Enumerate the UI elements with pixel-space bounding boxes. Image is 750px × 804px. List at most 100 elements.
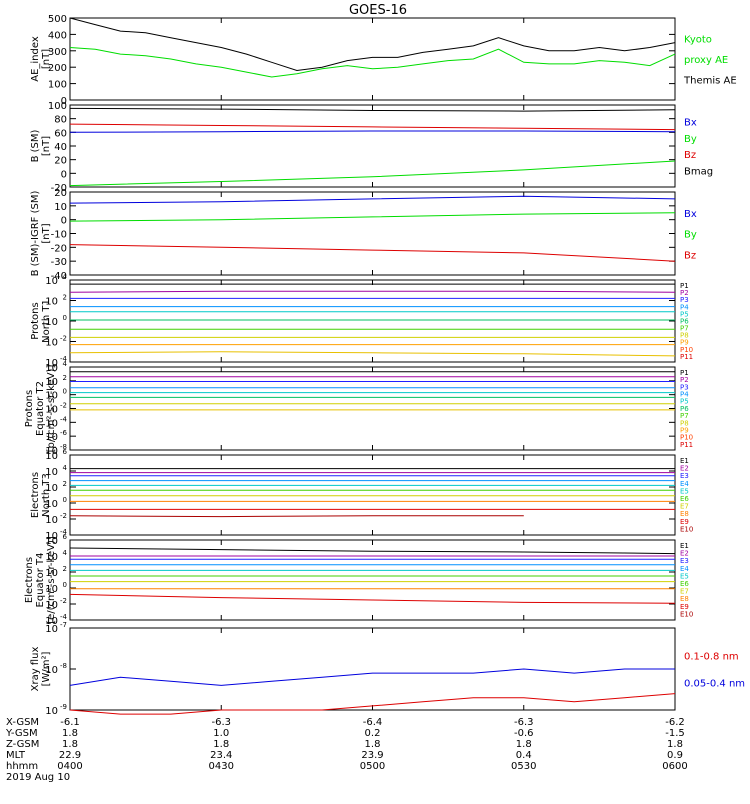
legend-entry: P7: [680, 325, 689, 333]
y-axis-label: North T3: [41, 473, 52, 517]
y-tick-label: 10: [45, 338, 58, 349]
y-tick-exponent: -2: [60, 597, 67, 605]
x-axis-row-value: -6.4: [363, 717, 383, 728]
series-line-e1: [69, 547, 676, 555]
legend-entry: E4: [680, 480, 689, 488]
x-axis-row-value: -6.1: [60, 717, 80, 728]
legend-entry: E9: [680, 518, 689, 526]
legend-entry: P11: [680, 441, 693, 449]
legend-entry: P5: [680, 398, 689, 406]
x-axis-row-label: hhmm: [6, 761, 38, 772]
legend-entry: Bz: [684, 150, 696, 161]
legend-entry: Kyoto: [684, 35, 712, 46]
y-tick-label: 10: [45, 499, 58, 510]
y-tick-label: 10: [45, 405, 58, 416]
legend-entry: P11: [680, 353, 693, 361]
y-tick-exponent: 2: [63, 374, 67, 382]
legend-entry: P3: [680, 296, 689, 304]
y-tick-label: -20: [51, 243, 67, 254]
y-axis-label: B (SM): [30, 129, 41, 162]
legend-entry: E3: [680, 557, 689, 565]
legend-entry: P10: [680, 346, 693, 354]
y-tick-exponent: -4: [60, 528, 68, 536]
legend-entry: E2: [680, 465, 689, 473]
series-line-by: [69, 212, 676, 222]
legend-entry: 0.05-0.4 nm: [684, 679, 745, 690]
y-tick-label: -10: [51, 230, 67, 241]
y-tick-label: 10: [45, 706, 58, 717]
x-axis-row-value: 0.4: [516, 750, 532, 761]
y-tick-label: 10: [45, 568, 58, 579]
panel-2: [69, 104, 676, 188]
y-axis-label: AE_index: [30, 36, 41, 82]
x-axis-row-value: 23.9: [361, 750, 383, 761]
chart-title: GOES-16: [349, 3, 407, 18]
panel-frame: [69, 17, 676, 101]
panel-frame: [69, 366, 676, 451]
legend-entry: E9: [680, 603, 689, 611]
y-tick-label: 10: [45, 446, 58, 457]
legend-entry: P6: [680, 405, 689, 413]
x-axis-row-value: 1.8: [62, 728, 78, 739]
series-line-bmag: [69, 107, 676, 112]
panel-7: [69, 539, 676, 621]
x-axis-row-value: 1.8: [516, 739, 532, 750]
y-tick-label: 10: [45, 531, 58, 542]
y-tick-label: 300: [48, 47, 67, 58]
y-tick-label: 10: [54, 202, 67, 213]
legend-entry: P6: [680, 317, 689, 325]
series-line-by: [69, 160, 676, 187]
y-axis-label: [e/(cm²-s-sr-keV)]: [46, 536, 57, 624]
legend-entry: P4: [680, 391, 689, 399]
y-tick-exponent: -9: [60, 703, 67, 711]
series-line-e10: [69, 515, 524, 518]
x-axis-row-value: 0.2: [365, 728, 381, 739]
y-axis-label: North T1: [41, 299, 52, 343]
y-tick-exponent: 4: [63, 360, 68, 368]
x-axis-row-value: 1.0: [213, 728, 229, 739]
x-axis-row-value: -6.2: [665, 717, 685, 728]
series-line-bz: [69, 244, 676, 262]
y-axis-label: Protons: [30, 302, 41, 339]
panel-4: [69, 279, 676, 363]
y-axis-label: [nT]: [41, 136, 52, 156]
panel-frame: [69, 191, 676, 276]
legend-entry: Themis AE: [683, 76, 737, 87]
y-tick-exponent: 2: [63, 294, 67, 302]
y-axis-label: Equator T4: [35, 553, 46, 608]
y-tick-label: 10: [45, 616, 58, 627]
y-axis-label: Protons: [24, 390, 35, 427]
y-tick-exponent: 0: [63, 388, 67, 396]
panel-8: [69, 627, 676, 715]
x-axis-row-value: 22.9: [59, 750, 81, 761]
legend-entry: Bx: [684, 117, 697, 128]
y-tick-label: 10: [45, 483, 58, 494]
y-axis-label: [p/(cm²-s-sr-keV)]: [46, 365, 57, 453]
y-tick-label: 10: [45, 432, 58, 443]
y-tick-exponent: 6: [63, 448, 68, 456]
x-axis-row-value: -6.3: [211, 717, 231, 728]
legend-entry: E1: [680, 542, 689, 550]
x-axis-row-label: Y-GSM: [5, 728, 38, 739]
y-tick-exponent: -8: [60, 662, 67, 670]
panel-frame: [69, 104, 676, 188]
y-axis-label: B (SM)-IGRF (SM): [30, 191, 41, 277]
y-tick-label: 10: [45, 584, 58, 595]
legend-entry: P5: [680, 310, 689, 318]
y-tick-exponent: -2: [60, 512, 67, 520]
y-tick-label: 10: [45, 600, 58, 611]
y-tick-label: 80: [54, 115, 67, 126]
x-axis-row-value: 0600: [662, 761, 687, 772]
legend-entry: P9: [680, 426, 689, 434]
y-axis-label: [nT]: [41, 49, 52, 69]
y-tick-label: 10: [45, 276, 58, 287]
y-tick-exponent: -4: [60, 355, 68, 363]
series-line-0-1-0-8-nm: [69, 693, 676, 715]
series-line-bx: [69, 195, 676, 204]
legend-entry: E2: [680, 550, 689, 558]
y-tick-label: 10: [45, 377, 58, 388]
y-tick-label: 0: [61, 96, 67, 107]
y-tick-exponent: 4: [63, 549, 68, 557]
y-tick-label: 20: [54, 156, 67, 167]
legend-entry: E3: [680, 472, 689, 480]
